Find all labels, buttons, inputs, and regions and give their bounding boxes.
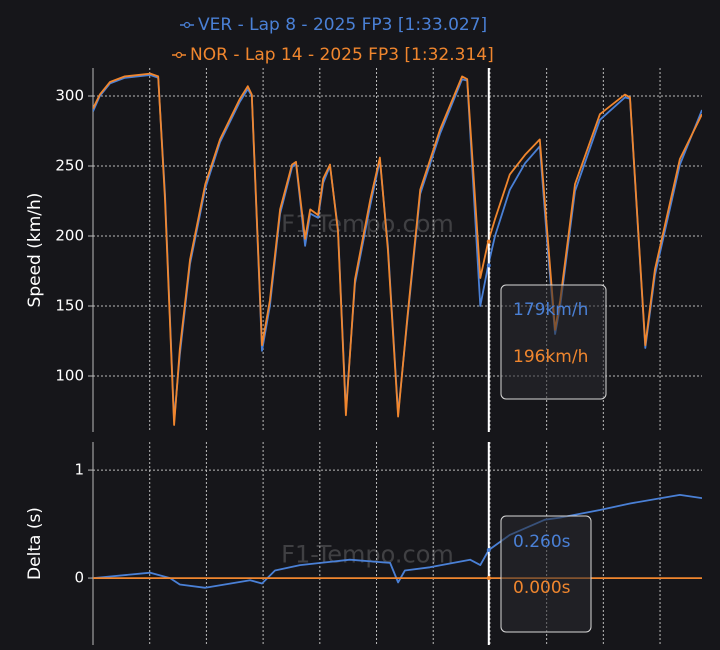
y-tick-label: 250 bbox=[55, 157, 84, 175]
y-tick-label: 300 bbox=[55, 87, 84, 105]
tooltip-box bbox=[500, 284, 607, 400]
y-tick-label: 100 bbox=[55, 367, 84, 385]
y-axis-label: Delta (s) bbox=[25, 507, 45, 580]
legend-marker bbox=[183, 21, 191, 29]
tooltip-value: 0.000s bbox=[513, 578, 571, 598]
legend-label: NOR - Lap 14 - 2025 FP3 [1:32.314] bbox=[190, 45, 494, 65]
y-tick-label: 200 bbox=[55, 227, 84, 245]
tooltip-value: 0.260s bbox=[513, 532, 571, 552]
tooltip-box bbox=[500, 515, 592, 633]
y-tick-label: 0 bbox=[74, 569, 84, 587]
tooltip-value: 179km/h bbox=[513, 300, 588, 320]
tooltip-value: 196km/h bbox=[513, 347, 588, 367]
legend-label: VER - Lap 8 - 2025 FP3 [1:33.027] bbox=[198, 15, 487, 35]
y-tick-label: 150 bbox=[55, 297, 84, 315]
cursor-point bbox=[486, 547, 491, 552]
cursor-point bbox=[486, 576, 491, 581]
legend-marker bbox=[175, 51, 183, 59]
cursor-point bbox=[486, 263, 491, 268]
y-tick-label: 1 bbox=[74, 461, 84, 479]
cursor-point bbox=[486, 239, 491, 244]
y-axis-label: Speed (km/h) bbox=[25, 193, 45, 308]
